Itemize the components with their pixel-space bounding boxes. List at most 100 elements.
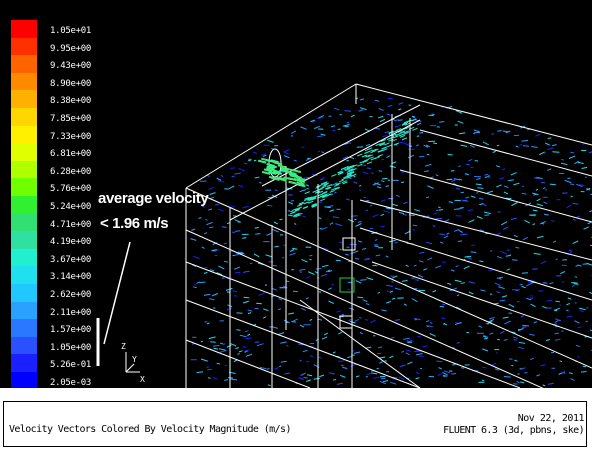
velocity-vector [299,202,305,206]
velocity-vector [347,288,351,291]
velocity-vector [379,380,387,385]
color-legend: 1.05e+01 9.95e+00 9.43e+00 8.90e+00 8.38e+00… [0,0,120,388]
velocity-vector [386,155,391,159]
velocity-vector [258,292,265,296]
velocity-vector [351,250,359,254]
velocity-vector [388,130,394,134]
velocity-vector [479,229,485,232]
velocity-vector [339,248,342,251]
velocity-vector [368,156,374,160]
velocity-vector [390,336,395,339]
velocity-vector [511,202,518,207]
velocity-vector [340,364,344,367]
velocity-vector [205,218,208,221]
velocity-annotation: average velocity < 1.96 m/s [98,186,209,236]
velocity-vector [432,290,437,293]
velocity-vector [381,177,388,180]
velocity-vector [293,213,299,217]
velocity-vector [247,312,252,315]
velocity-vector [385,255,389,258]
velocity-vector [234,172,241,175]
velocity-vector [194,284,197,286]
velocity-vector [357,163,363,167]
velocity-vector [200,358,208,362]
velocity-vector [253,159,257,162]
velocity-vector [374,239,378,242]
velocity-vector [377,154,383,158]
velocity-vector [586,188,591,191]
velocity-vector [436,209,439,212]
velocity-vector [455,306,461,310]
velocity-vector [288,201,294,205]
velocity-vector [574,276,578,278]
velocity-vector [380,225,386,228]
velocity-vector [394,319,401,321]
velocity-vector [208,186,214,191]
velocity-vector [263,168,273,173]
velocity-vector [400,171,405,174]
velocity-vector [255,233,261,235]
legend-swatch [11,55,37,74]
velocity-vector [303,377,308,379]
velocity-vector [392,135,398,139]
velocity-vector [495,352,499,354]
velocity-vector [348,168,354,172]
velocity-vector [386,113,391,116]
velocity-vector [300,372,306,376]
velocity-vector [333,183,340,187]
velocity-vector [299,324,305,328]
velocity-vector [247,309,253,312]
velocity-vector [302,205,309,209]
velocity-vector [531,146,538,148]
velocity-vector [419,132,424,134]
legend-tick-label: 8.90e+00 [50,78,91,89]
velocity-vector [382,148,388,152]
velocity-vector [263,308,269,312]
velocity-vector [484,337,488,340]
velocity-vector [372,182,379,186]
velocity-vector [211,249,217,252]
velocity-vector [554,318,562,322]
velocity-vector [254,226,259,229]
velocity-vector [427,185,434,189]
legend-swatch [11,143,37,162]
velocity-vector [468,281,476,284]
velocity-vector [540,364,546,367]
velocity-vector [483,335,487,338]
velocity-vector [571,285,575,287]
velocity-vector [412,229,416,231]
velocity-vector [504,185,509,189]
velocity-vector [440,241,444,244]
velocity-vector [379,118,386,123]
plot-date: Nov 22, 2011 [517,413,585,424]
velocity-vector [346,121,350,124]
velocity-vector [206,221,213,226]
velocity-vector [488,269,493,272]
velocity-vector [292,169,302,174]
velocity-vector [307,197,313,201]
velocity-vector [431,113,435,116]
velocity-vector [388,131,394,135]
velocity-vector [391,138,397,142]
velocity-vector [355,280,362,284]
velocity-vector [439,233,445,236]
velocity-vector [401,279,408,282]
velocity-vector [448,201,454,204]
velocity-vector [360,98,365,101]
velocity-vector [425,144,431,148]
velocity-vector [478,197,484,200]
velocity-vector [435,174,439,177]
velocity-vector [216,362,221,365]
velocity-vector [508,303,515,308]
graphics-viewport[interactable]: 1.05e+01 9.95e+00 9.43e+00 8.90e+00 8.38e+00… [0,0,592,388]
velocity-vector [405,264,409,268]
velocity-vector [508,254,512,257]
velocity-vector [476,177,481,181]
velocity-vector [301,258,308,263]
velocity-vector [433,142,438,145]
velocity-vector [346,172,352,176]
velocity-vector [337,172,344,176]
velocity-vector [547,382,554,385]
velocity-vector [443,235,449,239]
velocity-vector [551,144,557,147]
